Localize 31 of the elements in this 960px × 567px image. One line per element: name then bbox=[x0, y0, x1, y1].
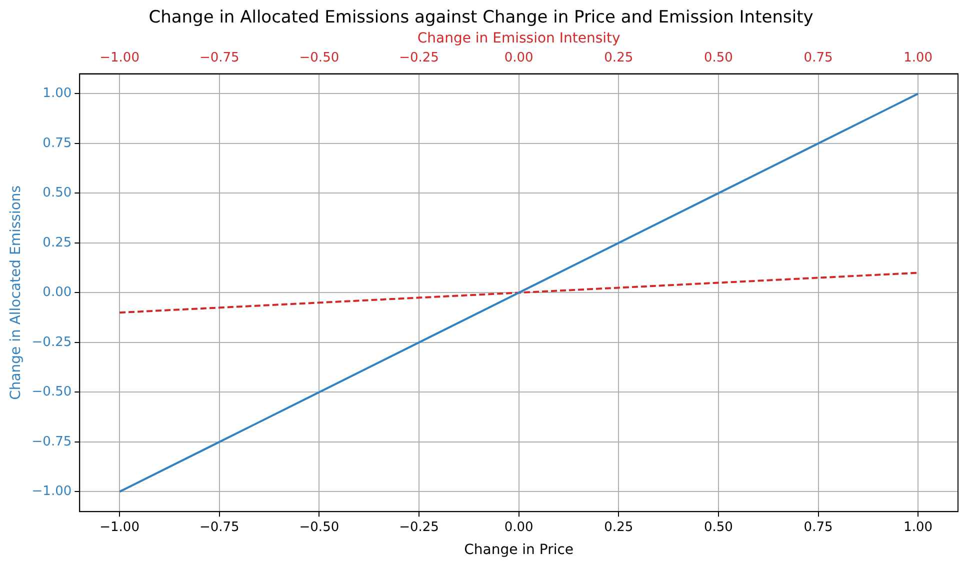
x2-tick-label: 0.75 bbox=[804, 50, 833, 66]
x2-tick-label: −0.50 bbox=[299, 50, 340, 66]
y-tick-label: 0.50 bbox=[42, 186, 72, 201]
x2-tick-label: 0.00 bbox=[504, 50, 534, 66]
x2-tick-label: 0.25 bbox=[604, 50, 634, 66]
x2-tick-label: 1.00 bbox=[904, 50, 933, 66]
x-tick-label: 0.25 bbox=[604, 520, 634, 535]
x2-tick-label: −1.00 bbox=[100, 50, 140, 66]
x-tick-label: 0.00 bbox=[504, 520, 534, 535]
x-axis-title: Change in Price bbox=[464, 542, 574, 558]
x-tick-label: 1.00 bbox=[904, 520, 933, 535]
chart-title: Change in Allocated Emissions against Change in Price and Emission Intensity bbox=[148, 8, 814, 28]
y-tick-label: −0.25 bbox=[32, 334, 72, 350]
y-tick-label: −1.00 bbox=[32, 484, 72, 500]
y-tick-label: 1.00 bbox=[42, 86, 72, 102]
x-tick-label: −0.75 bbox=[199, 520, 240, 535]
y-tick-label: −0.50 bbox=[32, 384, 72, 400]
x-tick-label: 0.50 bbox=[704, 520, 733, 535]
x2-tick-label: −0.25 bbox=[399, 50, 439, 66]
y-axis-title: Change in Allocated Emissions bbox=[8, 185, 24, 400]
y-tick-label: 0.25 bbox=[42, 235, 72, 250]
x-tick-label: −0.50 bbox=[299, 520, 340, 535]
x2-tick-label: −0.75 bbox=[199, 50, 240, 66]
x2-axis-title: Change in Emission Intensity bbox=[417, 30, 620, 46]
x-tick-label: −1.00 bbox=[100, 520, 140, 535]
x-tick-label: 0.75 bbox=[804, 520, 833, 535]
y-tick-label: −0.75 bbox=[32, 434, 72, 450]
x-tick-label: −0.25 bbox=[399, 520, 439, 535]
y-tick-label: 0.75 bbox=[42, 136, 72, 151]
y-tick-label: 0.00 bbox=[42, 285, 72, 300]
x2-tick-label: 0.50 bbox=[704, 50, 733, 66]
